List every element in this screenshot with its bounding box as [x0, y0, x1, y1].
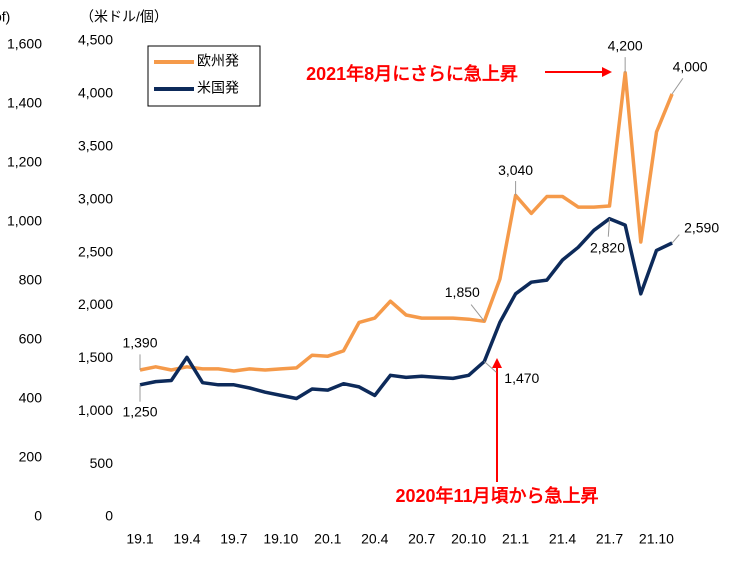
x-tick-label: 21.10	[639, 531, 674, 547]
legend-box	[147, 45, 261, 107]
data-label: 1,250	[122, 403, 157, 419]
x-tick-label: 20.1	[314, 531, 341, 547]
y2-tick-label: 400	[19, 390, 43, 406]
data-label: 2,590	[684, 220, 719, 236]
x-tick-label: 19.1	[126, 531, 153, 547]
y2-tick-label: 200	[19, 449, 43, 465]
x-tick-label: 19.10	[263, 531, 298, 547]
y2-tick-label: 600	[19, 331, 43, 347]
leader-line	[671, 234, 680, 244]
x-tick-label: 21.1	[502, 531, 529, 547]
data-label: 1,470	[504, 370, 539, 386]
data-label: 4,000	[673, 59, 708, 75]
y-tick-label: 3,000	[78, 190, 113, 206]
annotation: 2020年11月頃から急上昇	[395, 485, 598, 506]
y2-tick-label: 1,200	[7, 154, 42, 170]
x-tick-label: 19.4	[173, 531, 200, 547]
y-tick-label: 4,000	[78, 85, 113, 101]
y2-tick-label: 1,400	[7, 95, 42, 111]
x-tick-label: 19.7	[220, 531, 247, 547]
leader-line	[671, 78, 684, 95]
data-label: 3,040	[498, 162, 533, 178]
line-series	[139, 70, 674, 373]
y-tick-label: 1,500	[78, 349, 113, 365]
line-series	[139, 216, 673, 401]
y-tick-label: 0	[105, 508, 113, 524]
y2-tick-label: 0	[34, 508, 42, 524]
y-tick-label: 3,500	[78, 137, 113, 153]
data-label: 1,850	[445, 284, 480, 300]
legend-label: 欧州発	[197, 53, 239, 69]
x-tick-label: 21.7	[596, 531, 623, 547]
y-tick-label: 4,500	[78, 32, 113, 48]
y-tick-label: 2,000	[78, 296, 113, 312]
y2-tick-label: 1,600	[7, 36, 42, 52]
y2-tick-label: 1,000	[7, 213, 42, 229]
y-tick-label: 2,500	[78, 243, 113, 259]
y-tick-label: 1,000	[78, 402, 113, 418]
x-tick-label: 20.7	[408, 531, 435, 547]
x-tick-label: 20.10	[451, 531, 486, 547]
data-label: 1,390	[122, 335, 157, 351]
leader-line	[483, 361, 497, 373]
leader-line	[470, 304, 485, 322]
y2-axis-label: of)	[0, 9, 10, 25]
y2-tick-label: 800	[19, 272, 43, 288]
data-label: 2,820	[590, 239, 625, 255]
data-label: 4,200	[608, 37, 643, 53]
annotation: 2021年8月にさらに急上昇	[306, 63, 518, 84]
x-tick-label: 20.4	[361, 531, 388, 547]
x-tick-label: 21.4	[549, 531, 576, 547]
y-axis-label: （米ドル/個）	[80, 9, 168, 25]
y-tick-label: 500	[90, 455, 114, 471]
legend-label: 米国発	[197, 80, 239, 96]
leader-line	[607, 218, 610, 237]
